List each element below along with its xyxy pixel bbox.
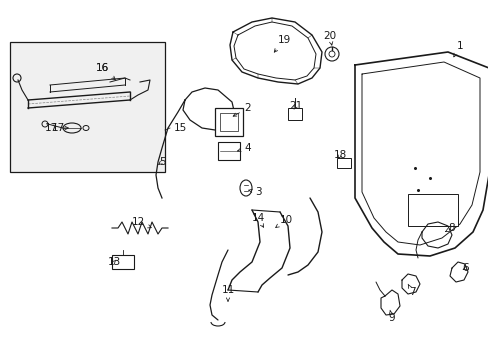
- Text: 19: 19: [274, 35, 290, 52]
- Text: 20: 20: [323, 31, 336, 45]
- Text: 1: 1: [453, 41, 462, 57]
- Text: 4: 4: [237, 143, 251, 153]
- Text: 18: 18: [333, 150, 346, 160]
- Bar: [336, 158, 350, 168]
- Text: 14: 14: [251, 213, 264, 227]
- Text: 2: 2: [233, 103, 251, 116]
- Bar: [10, 42, 164, 172]
- Text: 7: 7: [407, 284, 414, 297]
- Text: 3: 3: [248, 187, 261, 197]
- Text: 6: 6: [462, 263, 468, 273]
- Text: 21: 21: [289, 101, 302, 111]
- Text: 16: 16: [95, 63, 115, 80]
- Text: 17: 17: [51, 123, 64, 133]
- Bar: [218, 142, 240, 160]
- Bar: [220, 113, 238, 131]
- Text: 13: 13: [107, 257, 121, 267]
- Text: 12: 12: [131, 217, 151, 228]
- Text: 9: 9: [388, 310, 394, 323]
- Bar: [215, 108, 243, 136]
- Text: 15: 15: [174, 123, 187, 133]
- Bar: [407, 194, 457, 226]
- Text: 17: 17: [45, 123, 68, 133]
- Bar: [287, 108, 302, 120]
- Text: 16: 16: [95, 63, 108, 73]
- Text: 8: 8: [445, 223, 454, 233]
- Bar: [112, 255, 134, 269]
- Text: 5: 5: [159, 157, 165, 167]
- Text: 11: 11: [221, 285, 234, 301]
- Text: 10: 10: [275, 215, 292, 228]
